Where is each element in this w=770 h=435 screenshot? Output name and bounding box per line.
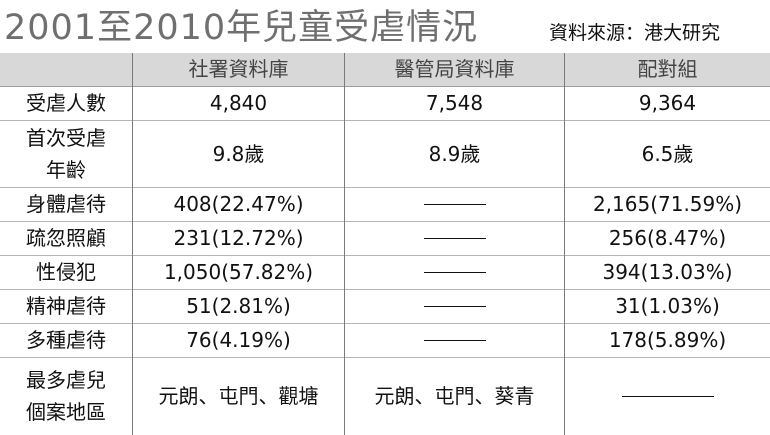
- row-value-social-welfare: 51(2.81%): [186, 294, 291, 318]
- dash-mark: [423, 238, 486, 239]
- table-row-neglect: 疏忽照顧 231(12.72%) 256(8.47%): [0, 222, 770, 256]
- column-divider: [132, 53, 133, 435]
- row-value-hospital-authority: [345, 222, 564, 255]
- source-note: 資料來源：港大研究: [549, 22, 721, 44]
- row-value-hospital-authority: [345, 188, 564, 221]
- dash-mark: [423, 204, 486, 205]
- row-value-matched-group: 6.5歲: [641, 141, 694, 166]
- row-value-matched-group: [565, 358, 770, 434]
- row-value-matched-group: 178(5.89%): [608, 328, 727, 352]
- row-value-hospital-authority: [345, 256, 564, 289]
- row-value-social-welfare: 9.8歲: [212, 141, 265, 166]
- row-value-social-welfare: 408(22.47%): [173, 192, 304, 216]
- row-label-line-2: 個案地區: [26, 400, 106, 424]
- dash-mark: [621, 395, 714, 397]
- row-value-social-welfare: 76(4.19%): [186, 328, 291, 352]
- table-row-sexual-abuse: 性侵犯 1,050(57.82%) 394(13.03%): [0, 256, 770, 290]
- row-label-line-2: 年齡: [46, 158, 86, 182]
- table-row-districts: 最多虐兒 個案地區 元朗、屯門、觀塘 元朗、屯門、葵青: [0, 358, 770, 434]
- row-value-social-welfare: 元朗、屯門、觀塘: [158, 383, 319, 408]
- header-cell-empty: [0, 53, 132, 86]
- row-label-line-1: 最多虐兒: [26, 368, 106, 392]
- row-label: 首次受虐 年齡: [0, 121, 132, 187]
- row-label: 疏忽照顧: [26, 226, 106, 250]
- row-label: 身體虐待: [26, 192, 106, 216]
- row-value-matched-group: 9,364: [638, 91, 697, 115]
- row-value-social-welfare: 4,840: [209, 91, 268, 115]
- dash-mark: [423, 306, 486, 307]
- row-value-hospital-authority: [345, 324, 564, 357]
- row-value-hospital-authority: 7,548: [425, 91, 484, 115]
- table-row-physical-abuse: 身體虐待 408(22.47%) 2,165(71.59%): [0, 188, 770, 222]
- header-cell-hospital-authority: 醫管局資料庫: [394, 57, 515, 81]
- header-row: 社署資料庫 醫管局資料庫 配對組: [0, 53, 770, 87]
- dash-mark: [423, 272, 486, 273]
- table-row-psychological-abuse: 精神虐待 51(2.81%) 31(1.03%): [0, 290, 770, 324]
- row-value-hospital-authority: [345, 290, 564, 323]
- table-row-victims: 受虐人數 4,840 7,548 9,364: [0, 87, 770, 121]
- row-value-matched-group: 394(13.03%): [602, 260, 733, 284]
- row-value-hospital-authority: 元朗、屯門、葵青: [374, 383, 535, 408]
- header-cell-social-welfare: 社署資料庫: [188, 57, 289, 81]
- table-title: 2001至2010年兒童受虐情況: [4, 8, 479, 48]
- row-label: 最多虐兒 個案地區: [0, 358, 132, 434]
- table-row-multiple-abuse: 多種虐待 76(4.19%) 178(5.89%): [0, 324, 770, 358]
- row-label: 多種虐待: [26, 328, 106, 352]
- row-value-hospital-authority: 8.9歲: [428, 141, 481, 166]
- column-divider: [344, 53, 345, 435]
- row-label: 精神虐待: [26, 294, 106, 318]
- row-value-social-welfare: 1,050(57.82%): [163, 260, 314, 284]
- table-row-first-abuse-age: 首次受虐 年齡 9.8歲 8.9歲 6.5歲: [0, 121, 770, 188]
- row-label: 受虐人數: [26, 91, 106, 115]
- row-value-matched-group: 31(1.03%): [615, 294, 720, 318]
- dash-mark: [423, 340, 486, 341]
- row-label-line-1: 首次受虐: [26, 126, 106, 150]
- row-label: 性侵犯: [36, 260, 96, 284]
- row-value-matched-group: 256(8.47%): [608, 226, 727, 250]
- column-divider: [564, 53, 565, 435]
- row-value-matched-group: 2,165(71.59%): [592, 192, 743, 216]
- header-cell-matched-group: 配對組: [637, 57, 698, 81]
- row-value-social-welfare: 231(12.72%): [173, 226, 304, 250]
